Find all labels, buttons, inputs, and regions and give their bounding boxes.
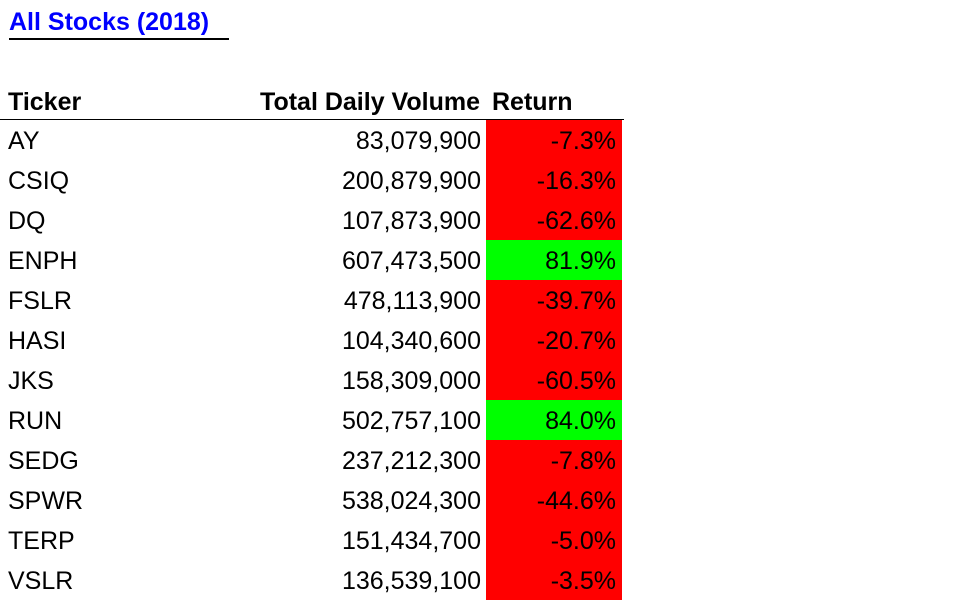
table-row: JKS 158,309,000 -60.5% (0, 360, 624, 400)
table-row: SEDG 237,212,300 -7.8% (0, 440, 624, 480)
volume-cell[interactable]: 200,879,900 (341, 167, 481, 195)
volume-cell[interactable]: 478,113,900 (343, 287, 481, 315)
return-cell[interactable]: 84.0% (486, 400, 622, 440)
volume-cell[interactable]: 237,212,300 (341, 447, 481, 475)
ticker-cell[interactable]: VSLR (8, 567, 74, 595)
volume-cell[interactable]: 607,473,500 (341, 247, 481, 275)
return-cell[interactable]: -7.8% (486, 440, 622, 480)
header-total-daily-volume[interactable]: Total Daily Volume (260, 88, 480, 116)
return-cell[interactable]: -39.7% (486, 280, 622, 320)
volume-cell[interactable]: 502,757,100 (341, 407, 481, 435)
return-cell[interactable]: 81.9% (486, 240, 622, 280)
return-cell[interactable]: -60.5% (486, 360, 622, 400)
return-cell[interactable]: -62.6% (486, 200, 622, 240)
table-row: SPWR 538,024,300 -44.6% (0, 480, 624, 520)
ticker-cell[interactable]: JKS (8, 367, 54, 395)
table-row: DQ 107,873,900 -62.6% (0, 200, 624, 240)
volume-cell[interactable]: 104,340,600 (341, 327, 481, 355)
table-row: VSLR 136,539,100 -3.5% (0, 560, 624, 600)
header-return[interactable]: Return (492, 88, 573, 116)
table-body: AY 83,079,900 -7.3% CSIQ 200,879,900 -16.3% DQ… (0, 120, 624, 600)
header-ticker[interactable]: Ticker (8, 88, 82, 116)
table-row: TERP 151,434,700 -5.0% (0, 520, 624, 560)
volume-cell[interactable]: 538,024,300 (341, 487, 481, 515)
ticker-cell[interactable]: DQ (8, 207, 46, 235)
table-header-row: Ticker Total Daily Volume Return (0, 82, 624, 120)
return-cell[interactable]: -7.3% (486, 120, 622, 160)
ticker-cell[interactable]: SEDG (8, 447, 79, 475)
table-row: HASI 104,340,600 -20.7% (0, 320, 624, 360)
ticker-cell[interactable]: CSIQ (8, 167, 70, 195)
ticker-cell[interactable]: RUN (8, 407, 63, 435)
ticker-cell[interactable]: TERP (8, 527, 75, 555)
volume-cell[interactable]: 158,309,000 (341, 367, 481, 395)
ticker-cell[interactable]: FSLR (8, 287, 72, 315)
volume-cell[interactable]: 107,873,900 (341, 207, 481, 235)
return-cell[interactable]: -44.6% (486, 480, 622, 520)
table-row: AY 83,079,900 -7.3% (0, 120, 624, 160)
table-row: CSIQ 200,879,900 -16.3% (0, 160, 624, 200)
ticker-cell[interactable]: SPWR (8, 487, 83, 515)
return-cell[interactable]: -16.3% (486, 160, 622, 200)
return-cell[interactable]: -5.0% (486, 520, 622, 560)
volume-cell[interactable]: 83,079,900 (355, 127, 481, 155)
volume-cell[interactable]: 136,539,100 (341, 567, 481, 595)
table-row: RUN 502,757,100 84.0% (0, 400, 624, 440)
ticker-cell[interactable]: HASI (8, 327, 67, 355)
table-row: FSLR 478,113,900 -39.7% (0, 280, 624, 320)
stocks-table: Ticker Total Daily Volume Return AY 83,07… (0, 82, 624, 600)
table-row: ENPH 607,473,500 81.9% (0, 240, 624, 280)
return-cell[interactable]: -3.5% (486, 560, 622, 600)
ticker-cell[interactable]: ENPH (8, 247, 78, 275)
sheet-title: All Stocks (2018) (9, 6, 229, 40)
return-cell[interactable]: -20.7% (486, 320, 622, 360)
volume-cell[interactable]: 151,434,700 (341, 527, 481, 555)
ticker-cell[interactable]: AY (8, 127, 40, 155)
